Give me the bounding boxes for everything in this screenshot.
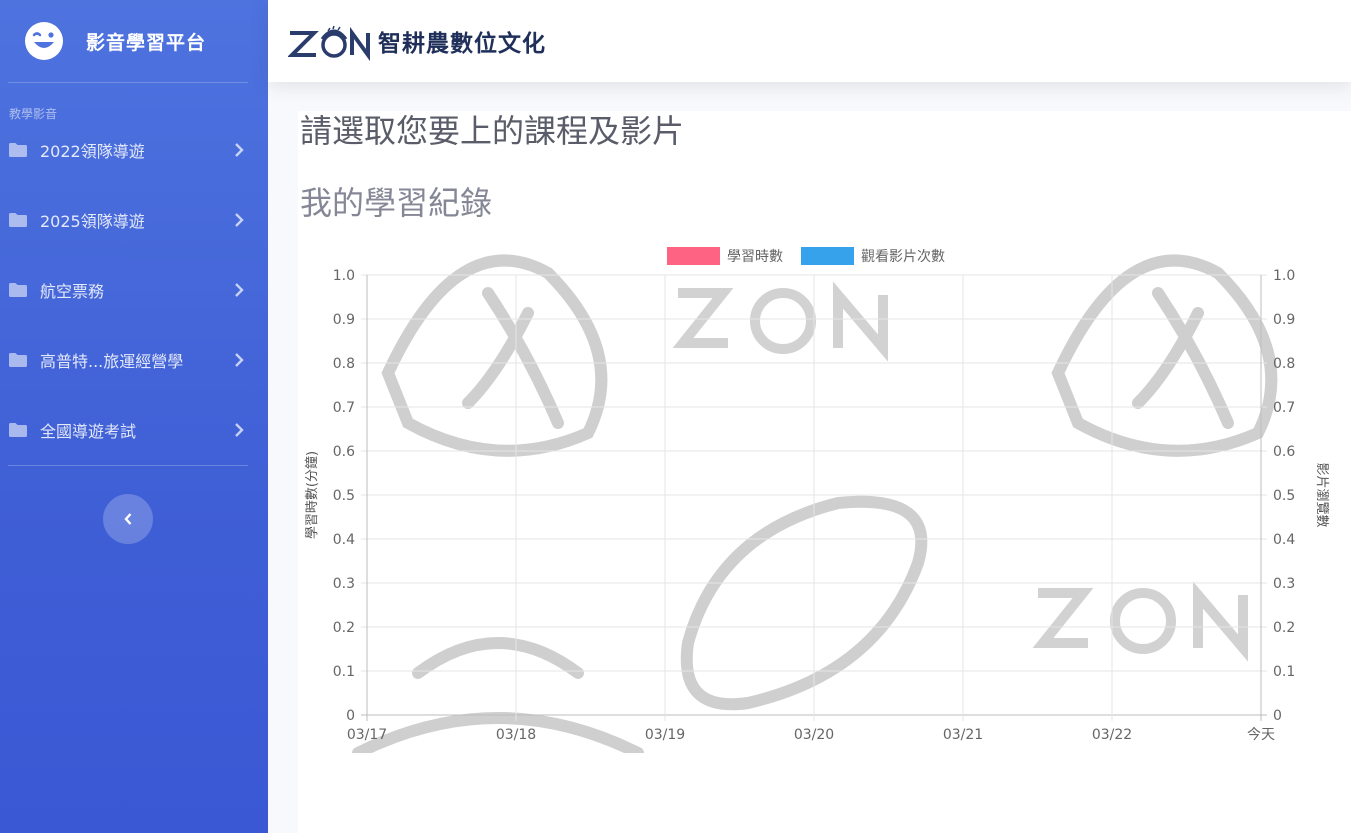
topbar: 智耕農數位文化: [268, 0, 1351, 82]
y2-tick-label: 0.9: [1273, 312, 1295, 328]
chart-svg: 0 0 0.1 0.1 0.2 0.2 0.3 0.3 0.4 0.4 0.5 0.5 0.6 0.6 0.…: [304, 247, 1329, 753]
learning-record-chart: 0 0 0.1 0.1 0.2 0.2 0.3 0.3 0.4 0.4 0.5 0.5 0.6 0.6 0.…: [298, 233, 1351, 753]
y2-tick-label: 0.8: [1273, 356, 1295, 372]
brand-name: 影音學習平台: [86, 31, 207, 54]
y-tick-label: 0.1: [333, 664, 355, 680]
main-content: 請選取您要上的課程及影片 我的學習紀錄 0 0 0.1 0.1 0.2: [298, 111, 1351, 833]
y-tick-label: 0.9: [333, 312, 355, 328]
y2-tick-label: 0: [1273, 708, 1282, 724]
sidebar-item-2022[interactable]: 2022領隊導遊: [0, 115, 268, 185]
x-tick-label: 03/18: [496, 727, 536, 743]
sidebar-item-label: 全國導遊考試: [40, 422, 137, 441]
y-tick-label: 0.2: [333, 620, 355, 636]
y2-tick-label: 0.3: [1273, 576, 1295, 592]
x-tick-label: 03/17: [347, 727, 387, 743]
sidebar-item-label: 航空票務: [40, 282, 105, 301]
sidebar-item-label: 2022領隊導遊: [40, 142, 145, 161]
y-tick-label: 1.0: [333, 268, 355, 284]
company-logo-mark[interactable]: [288, 19, 374, 63]
y2-tick-label: 1.0: [1273, 268, 1295, 284]
sidebar-item-national-guide-exam[interactable]: 全國導遊考試: [0, 395, 268, 465]
folder-icon: [9, 283, 27, 297]
section-title: 我的學習紀錄: [300, 184, 493, 222]
y2-axis-title: 影片瀏覽數: [1314, 462, 1329, 527]
chevron-right-icon: [235, 283, 244, 297]
chevron-left-icon: [124, 513, 132, 525]
chevron-right-icon: [235, 353, 244, 367]
legend-swatch-1: [667, 247, 720, 265]
y-tick-label: 0.8: [333, 356, 355, 372]
y-tick-label: 0.7: [333, 400, 355, 416]
folder-icon: [9, 143, 27, 157]
x-tick-label: 03/22: [1092, 727, 1132, 743]
x-tick-label: 今天: [1247, 727, 1275, 743]
y-tick-label: 0.3: [333, 576, 355, 592]
sidebar-item-2025[interactable]: 2025領隊導遊: [0, 185, 268, 255]
folder-icon: [9, 353, 27, 367]
y-axis-title: 學習時數(分鐘): [304, 451, 320, 539]
watermark-zon: [672, 281, 1248, 662]
sidebar-heading: 教學影音: [9, 107, 58, 121]
y2-tick-label: 0.1: [1273, 664, 1295, 680]
folder-icon: [9, 423, 27, 437]
chevron-right-icon: [235, 423, 244, 437]
sidebar-divider: [8, 465, 248, 466]
page-title: 請選取您要上的課程及影片: [300, 112, 685, 150]
sidebar-brand[interactable]: 影音學習平台: [0, 0, 268, 82]
sidebar-item-airline-ticketing[interactable]: 航空票務: [0, 255, 268, 325]
legend-swatch-2: [801, 247, 854, 265]
sidebar-item-label: 2025領隊導遊: [40, 212, 145, 231]
y-tick-label: 0.6: [333, 444, 355, 460]
x-tick-label: 03/21: [943, 727, 983, 743]
x-tick-label: 03/19: [645, 727, 685, 743]
x-tick-label: 03/20: [794, 727, 834, 743]
sidebar-item-tourism-management[interactable]: 高普特...旅運經營學: [0, 325, 268, 395]
legend-label-2: 觀看影片次數: [861, 249, 945, 265]
y2-tick-label: 0.6: [1273, 444, 1295, 460]
y2-tick-label: 0.2: [1273, 620, 1295, 636]
sidebar-toggle-button[interactable]: [103, 494, 153, 544]
y-tick-label: 0: [346, 708, 355, 724]
chevron-right-icon: [235, 213, 244, 227]
sidebar-item-label: 高普特...旅運經營學: [40, 352, 184, 371]
folder-icon: [9, 213, 27, 227]
y2-tick-label: 0.7: [1273, 400, 1295, 416]
watermark: [352, 254, 1278, 753]
y2-tick-label: 0.5: [1273, 488, 1295, 504]
sidebar-divider: [8, 82, 248, 83]
y-tick-label: 0.4: [333, 532, 355, 548]
sidebar: 影音學習平台 教學影音 2022領隊導遊 2025領隊導遊 航空票務 高普特..…: [0, 0, 268, 833]
legend-label-1: 學習時數: [727, 249, 783, 265]
company-name: 智耕農數位文化: [378, 30, 546, 57]
y2-tick-label: 0.4: [1273, 532, 1295, 548]
y-tick-label: 0.5: [333, 488, 355, 504]
laugh-wink-icon: [25, 22, 63, 60]
chevron-right-icon: [235, 143, 244, 157]
